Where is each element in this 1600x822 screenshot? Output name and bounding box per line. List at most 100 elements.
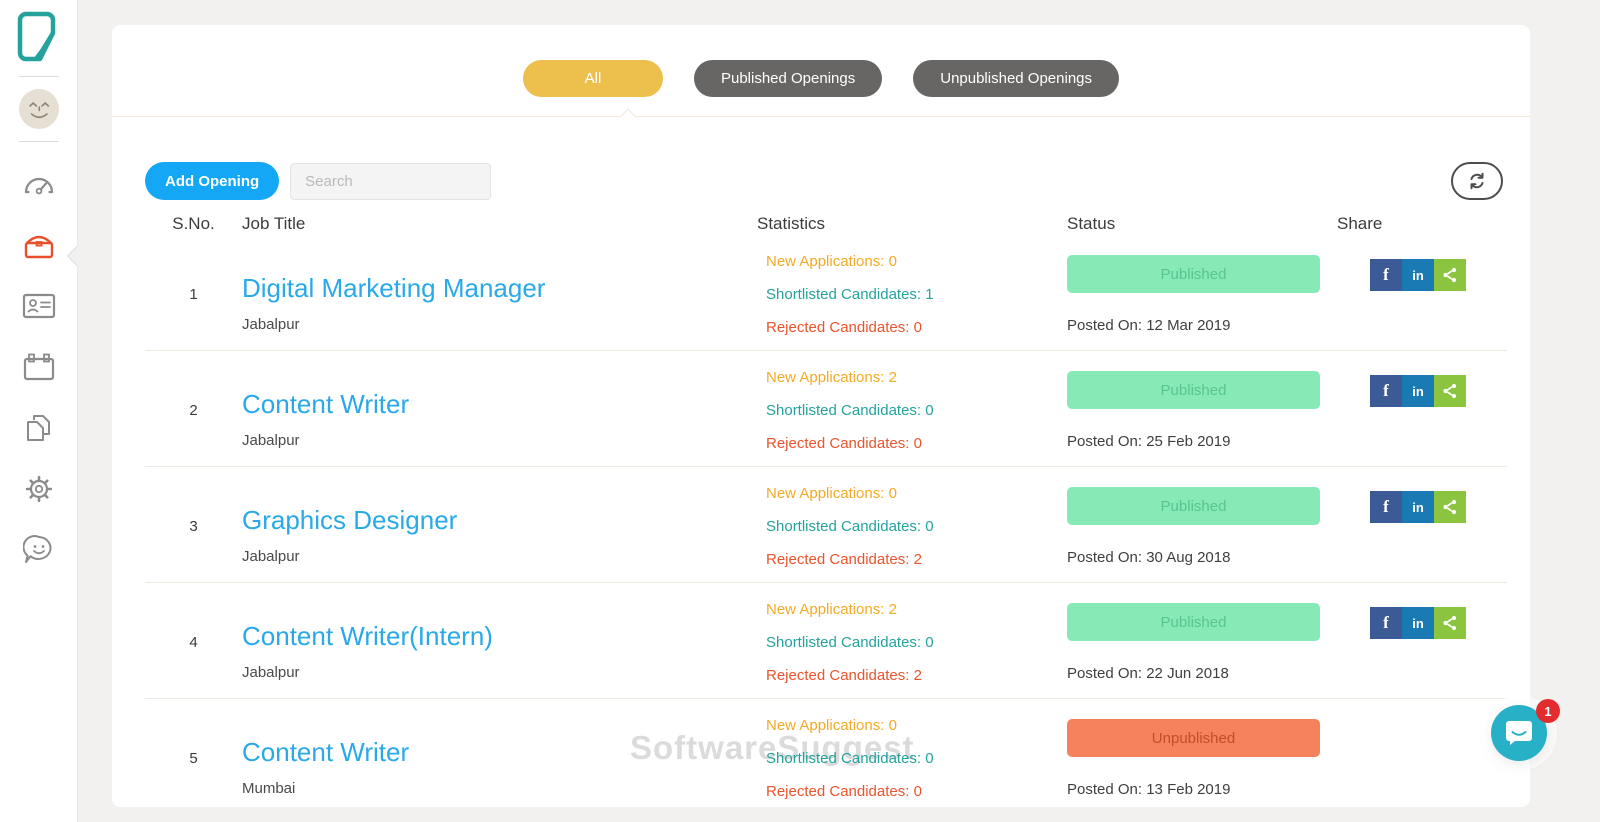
linkedin-icon: in	[1412, 615, 1424, 631]
user-avatar[interactable]	[0, 89, 77, 129]
statistics-cell: New Applications: 0 Shortlisted Candidat…	[757, 234, 1062, 350]
divider	[18, 76, 59, 77]
linkedin-icon: in	[1412, 267, 1424, 283]
col-header-sno: S.No.	[172, 214, 215, 233]
share-buttons: f in	[1370, 259, 1530, 291]
share-nodes-icon	[1442, 499, 1458, 515]
job-cell: Content Writer Mumbai	[242, 698, 757, 814]
generic-share-button[interactable]	[1434, 259, 1466, 291]
tab-published-openings[interactable]: Published Openings	[693, 60, 883, 97]
table-body: 1 Digital Marketing Manager Jabalpur New…	[112, 234, 1530, 814]
rejected-candidates-stat[interactable]: Rejected Candidates: 0	[766, 319, 922, 336]
statistics-cell: New Applications: 2 Shortlisted Candidat…	[757, 350, 1062, 466]
posted-on-date: Posted On: 13 Feb 2019	[1067, 781, 1231, 798]
job-title-link[interactable]: Content Writer	[242, 737, 410, 767]
linkedin-share-button[interactable]: in	[1402, 375, 1434, 407]
add-opening-button[interactable]: Add Opening	[145, 162, 280, 200]
tab-all[interactable]: All	[522, 60, 663, 97]
job-location: Jabalpur	[242, 315, 300, 333]
status-cell: Published Posted On: 25 Feb 2019	[1062, 350, 1332, 466]
new-applications-stat[interactable]: New Applications: 0	[766, 253, 897, 270]
share-cell: f in	[1332, 234, 1530, 350]
refresh-button[interactable]	[1451, 162, 1503, 200]
new-applications-stat[interactable]: New Applications: 0	[766, 485, 897, 502]
sidebar-item-dashboard[interactable]	[21, 168, 57, 200]
statistics-cell: New Applications: 0 Shortlisted Candidat…	[757, 698, 1062, 814]
facebook-share-button[interactable]: f	[1370, 375, 1402, 407]
rejected-candidates-stat[interactable]: Rejected Candidates: 0	[766, 783, 922, 800]
row-number: 1	[189, 286, 198, 303]
generic-share-button[interactable]	[1434, 491, 1466, 523]
shortlisted-candidates-stat[interactable]: Shortlisted Candidates: 1	[766, 286, 934, 303]
sidebar-item-feedback[interactable]	[21, 534, 57, 566]
new-applications-stat[interactable]: New Applications: 2	[766, 369, 897, 386]
sidebar-item-documents[interactable]	[21, 412, 57, 444]
tab-bar: All Published Openings Unpublished Openi…	[112, 25, 1530, 126]
documents-icon	[24, 413, 54, 443]
status-badge[interactable]: Published	[1067, 371, 1320, 409]
share-cell: f in	[1332, 350, 1530, 466]
job-title-link[interactable]: Graphics Designer	[242, 505, 458, 535]
linkedin-share-button[interactable]: in	[1402, 259, 1434, 291]
calendar-icon	[23, 353, 55, 381]
facebook-icon: f	[1383, 381, 1389, 400]
statistics-cell: New Applications: 0 Shortlisted Candidat…	[757, 466, 1062, 582]
share-nodes-icon	[1442, 383, 1458, 399]
table-row: 5 Content Writer Mumbai New Applications…	[112, 698, 1530, 814]
search-input[interactable]	[290, 162, 492, 200]
status-badge[interactable]: Published	[1067, 255, 1320, 293]
table-row: 3 Graphics Designer Jabalpur New Applica…	[112, 466, 1530, 582]
generic-share-button[interactable]	[1434, 375, 1466, 407]
gear-icon	[24, 474, 54, 504]
job-title-link[interactable]: Content Writer(Intern)	[242, 621, 493, 651]
status-badge[interactable]: Published	[1067, 487, 1320, 525]
row-number: 2	[189, 402, 198, 419]
tab-unpublished-openings[interactable]: Unpublished Openings	[913, 60, 1120, 97]
facebook-share-button[interactable]: f	[1370, 607, 1402, 639]
linkedin-icon: in	[1412, 383, 1424, 399]
app-logo[interactable]	[0, 0, 77, 64]
facebook-icon: f	[1383, 265, 1389, 284]
briefcase-icon	[23, 230, 55, 260]
status-cell: Published Posted On: 30 Aug 2018	[1062, 466, 1332, 582]
job-title-link[interactable]: Digital Marketing Manager	[242, 273, 546, 303]
linkedin-share-button[interactable]: in	[1402, 607, 1434, 639]
job-cell: Digital Marketing Manager Jabalpur	[242, 234, 757, 350]
shortlisted-candidates-stat[interactable]: Shortlisted Candidates: 0	[766, 750, 934, 767]
share-buttons: f in	[1370, 491, 1530, 523]
smiley-avatar-icon	[18, 89, 59, 129]
table-row: 4 Content Writer(Intern) Jabalpur New Ap…	[112, 582, 1530, 698]
shortlisted-candidates-stat[interactable]: Shortlisted Candidates: 0	[766, 402, 934, 419]
gauge-icon	[23, 171, 55, 197]
facebook-icon: f	[1383, 613, 1389, 632]
linkedin-share-button[interactable]: in	[1402, 491, 1434, 523]
new-applications-stat[interactable]: New Applications: 0	[766, 717, 897, 734]
status-badge[interactable]: Unpublished	[1067, 719, 1320, 757]
job-title-link[interactable]: Content Writer	[242, 389, 410, 419]
document-pen-logo-icon	[17, 10, 61, 64]
status-badge[interactable]: Published	[1067, 603, 1320, 641]
new-applications-stat[interactable]: New Applications: 2	[766, 601, 897, 618]
rejected-candidates-stat[interactable]: Rejected Candidates: 2	[766, 551, 922, 568]
sidebar-item-calendar[interactable]	[21, 351, 57, 383]
rejected-candidates-stat[interactable]: Rejected Candidates: 2	[766, 667, 922, 684]
notification-badge[interactable]: 1	[1536, 699, 1560, 723]
job-location: Jabalpur	[242, 663, 300, 681]
generic-share-button[interactable]	[1434, 607, 1466, 639]
rejected-candidates-stat[interactable]: Rejected Candidates: 0	[766, 435, 922, 452]
shortlisted-candidates-stat[interactable]: Shortlisted Candidates: 0	[766, 634, 934, 651]
statistics-cell: New Applications: 2 Shortlisted Candidat…	[757, 582, 1062, 698]
shortlisted-candidates-stat[interactable]: Shortlisted Candidates: 0	[766, 518, 934, 535]
sidebar-item-settings[interactable]	[21, 473, 57, 505]
posted-on-date: Posted On: 25 Feb 2019	[1067, 433, 1231, 450]
sidebar-item-openings[interactable]	[21, 229, 57, 261]
sidebar-item-candidates[interactable]	[21, 290, 57, 322]
facebook-share-button[interactable]: f	[1370, 491, 1402, 523]
facebook-icon: f	[1383, 497, 1389, 516]
job-location: Mumbai	[242, 779, 296, 797]
toolbar: Add Opening	[112, 162, 1530, 200]
share-buttons: f in	[1370, 607, 1530, 639]
share-cell: f in	[1332, 582, 1530, 698]
share-nodes-icon	[1442, 267, 1458, 283]
facebook-share-button[interactable]: f	[1370, 259, 1402, 291]
